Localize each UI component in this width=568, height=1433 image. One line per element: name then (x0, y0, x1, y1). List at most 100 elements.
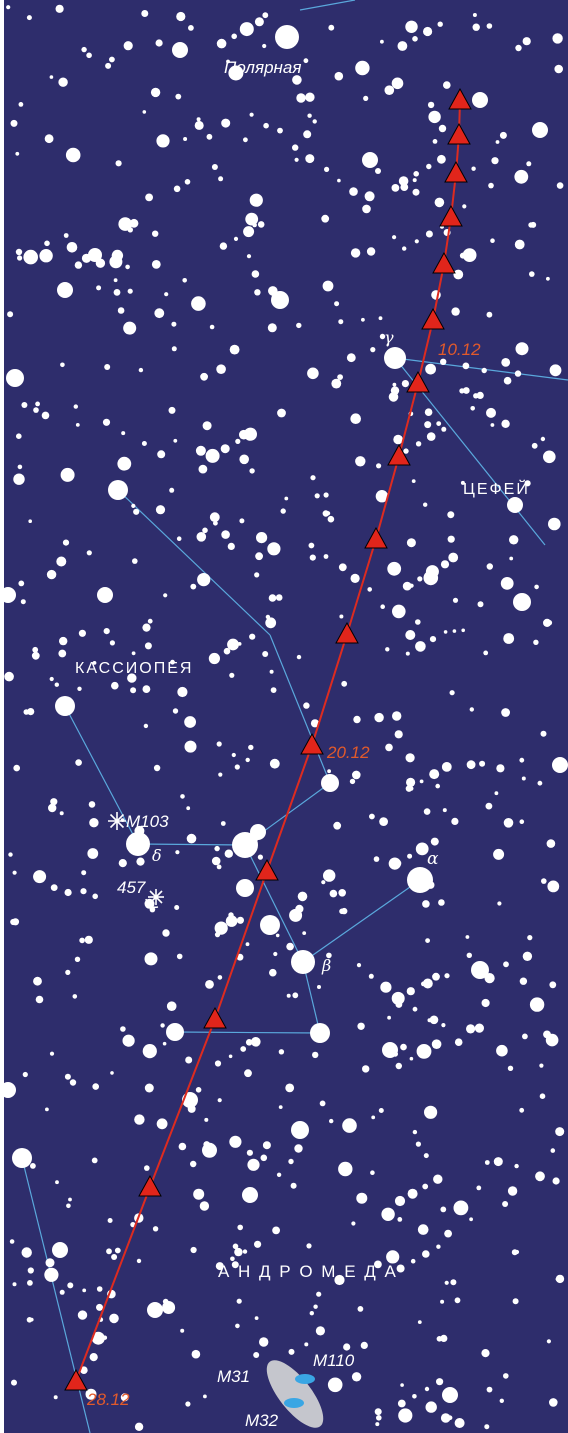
star (535, 1171, 545, 1182)
star (95, 258, 106, 268)
star (60, 362, 65, 368)
star (465, 935, 470, 939)
star (288, 1348, 295, 1355)
star (430, 837, 439, 846)
star (386, 1250, 400, 1264)
star (123, 321, 137, 335)
star (59, 1289, 65, 1295)
star (426, 163, 432, 170)
star (462, 204, 467, 209)
star (81, 253, 92, 263)
star (44, 134, 54, 144)
star (219, 242, 228, 250)
star (476, 391, 484, 399)
star (409, 1056, 414, 1061)
star (319, 1100, 326, 1107)
star (185, 1056, 193, 1064)
star (450, 1279, 457, 1286)
star (249, 633, 256, 640)
star (118, 859, 127, 868)
star (59, 811, 64, 816)
star (440, 560, 450, 569)
star (397, 1217, 403, 1222)
star (310, 719, 320, 728)
star (175, 850, 180, 855)
star (425, 1401, 437, 1413)
star (546, 839, 556, 848)
star (46, 569, 57, 580)
star (373, 856, 380, 862)
star (323, 869, 336, 882)
star (55, 4, 64, 13)
star (257, 830, 263, 836)
star (66, 1203, 71, 1209)
star (422, 1183, 429, 1190)
star (400, 1043, 407, 1051)
star (199, 1201, 210, 1211)
star (423, 808, 431, 815)
star (245, 757, 250, 763)
star (246, 1149, 253, 1156)
star (243, 137, 248, 143)
star (20, 599, 26, 605)
star (171, 346, 177, 352)
star (339, 908, 345, 915)
star (237, 1224, 243, 1231)
star (147, 1302, 163, 1318)
star (292, 144, 299, 151)
constellation-line (137, 843, 246, 846)
star (355, 60, 370, 76)
star (177, 686, 188, 698)
star (481, 1349, 490, 1358)
star (466, 760, 476, 770)
star (401, 380, 409, 388)
star (198, 464, 208, 474)
star (52, 1242, 68, 1258)
triangle-icon (444, 160, 468, 183)
m31-galaxy (266, 1360, 324, 1428)
star (349, 187, 358, 196)
star (142, 1044, 157, 1059)
star (391, 184, 400, 192)
star (481, 367, 487, 374)
star (245, 212, 259, 226)
star (397, 41, 408, 51)
star (292, 992, 299, 999)
star (415, 619, 421, 625)
star (529, 271, 535, 277)
star (197, 573, 211, 587)
star (452, 597, 459, 603)
star (92, 661, 97, 665)
star (556, 182, 564, 189)
star (262, 1141, 271, 1150)
star (272, 1226, 280, 1235)
star (481, 998, 490, 1008)
comet-457-label: 457 (117, 878, 146, 897)
star (113, 278, 118, 283)
star (211, 856, 221, 866)
star (519, 1107, 525, 1113)
star (349, 778, 356, 785)
star (486, 407, 496, 418)
star (269, 758, 280, 769)
star (134, 1422, 144, 1432)
star (407, 853, 413, 859)
star (501, 419, 510, 428)
star (522, 37, 531, 46)
star (519, 604, 523, 609)
star (321, 214, 330, 223)
star (12, 372, 17, 378)
star (385, 647, 390, 652)
star (255, 552, 263, 561)
star (220, 821, 226, 826)
star (549, 364, 562, 377)
star (231, 1261, 239, 1269)
star (422, 900, 430, 908)
star (173, 438, 178, 443)
triangle-icon (64, 1368, 88, 1391)
star (486, 311, 493, 318)
star (531, 442, 538, 449)
star (312, 119, 317, 124)
star (60, 467, 75, 482)
star (454, 1297, 461, 1304)
